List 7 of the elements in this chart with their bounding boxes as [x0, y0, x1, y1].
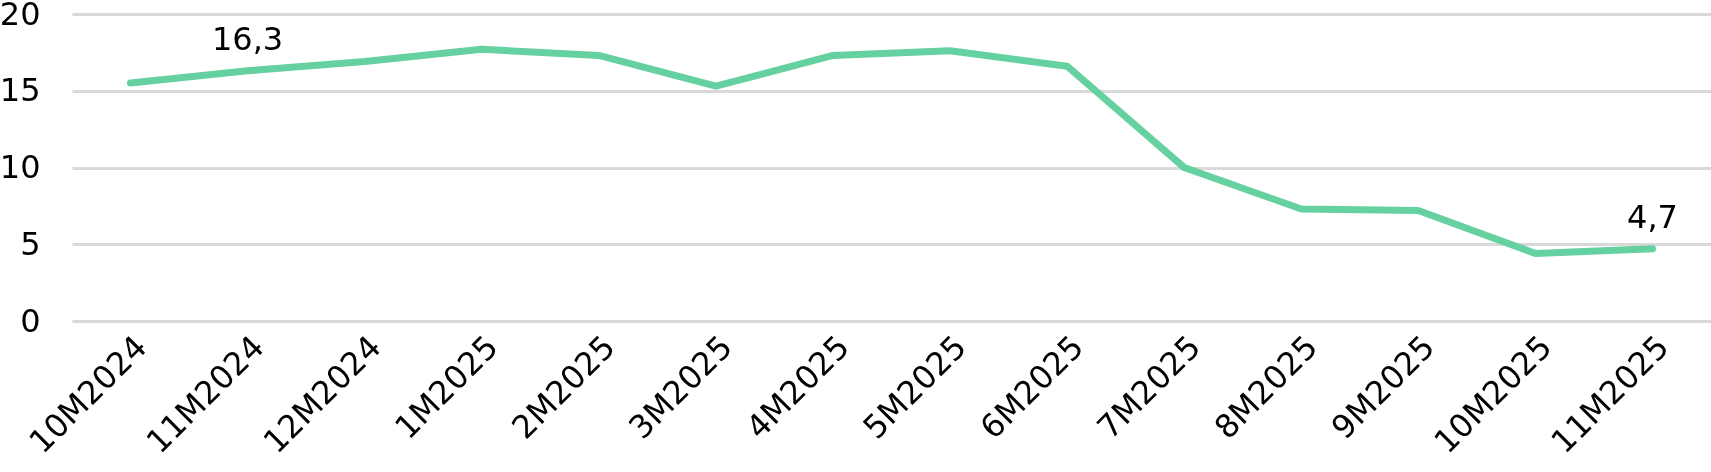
y-tick-label: 15: [0, 71, 41, 110]
data-label: 16,3: [211, 19, 284, 58]
data-label: 4,7: [1627, 197, 1678, 236]
y-tick-label: 20: [0, 0, 41, 33]
y-tick-label: 0: [20, 301, 41, 340]
y-tick-label: 5: [20, 224, 41, 263]
y-tick-label: 10: [0, 148, 41, 186]
